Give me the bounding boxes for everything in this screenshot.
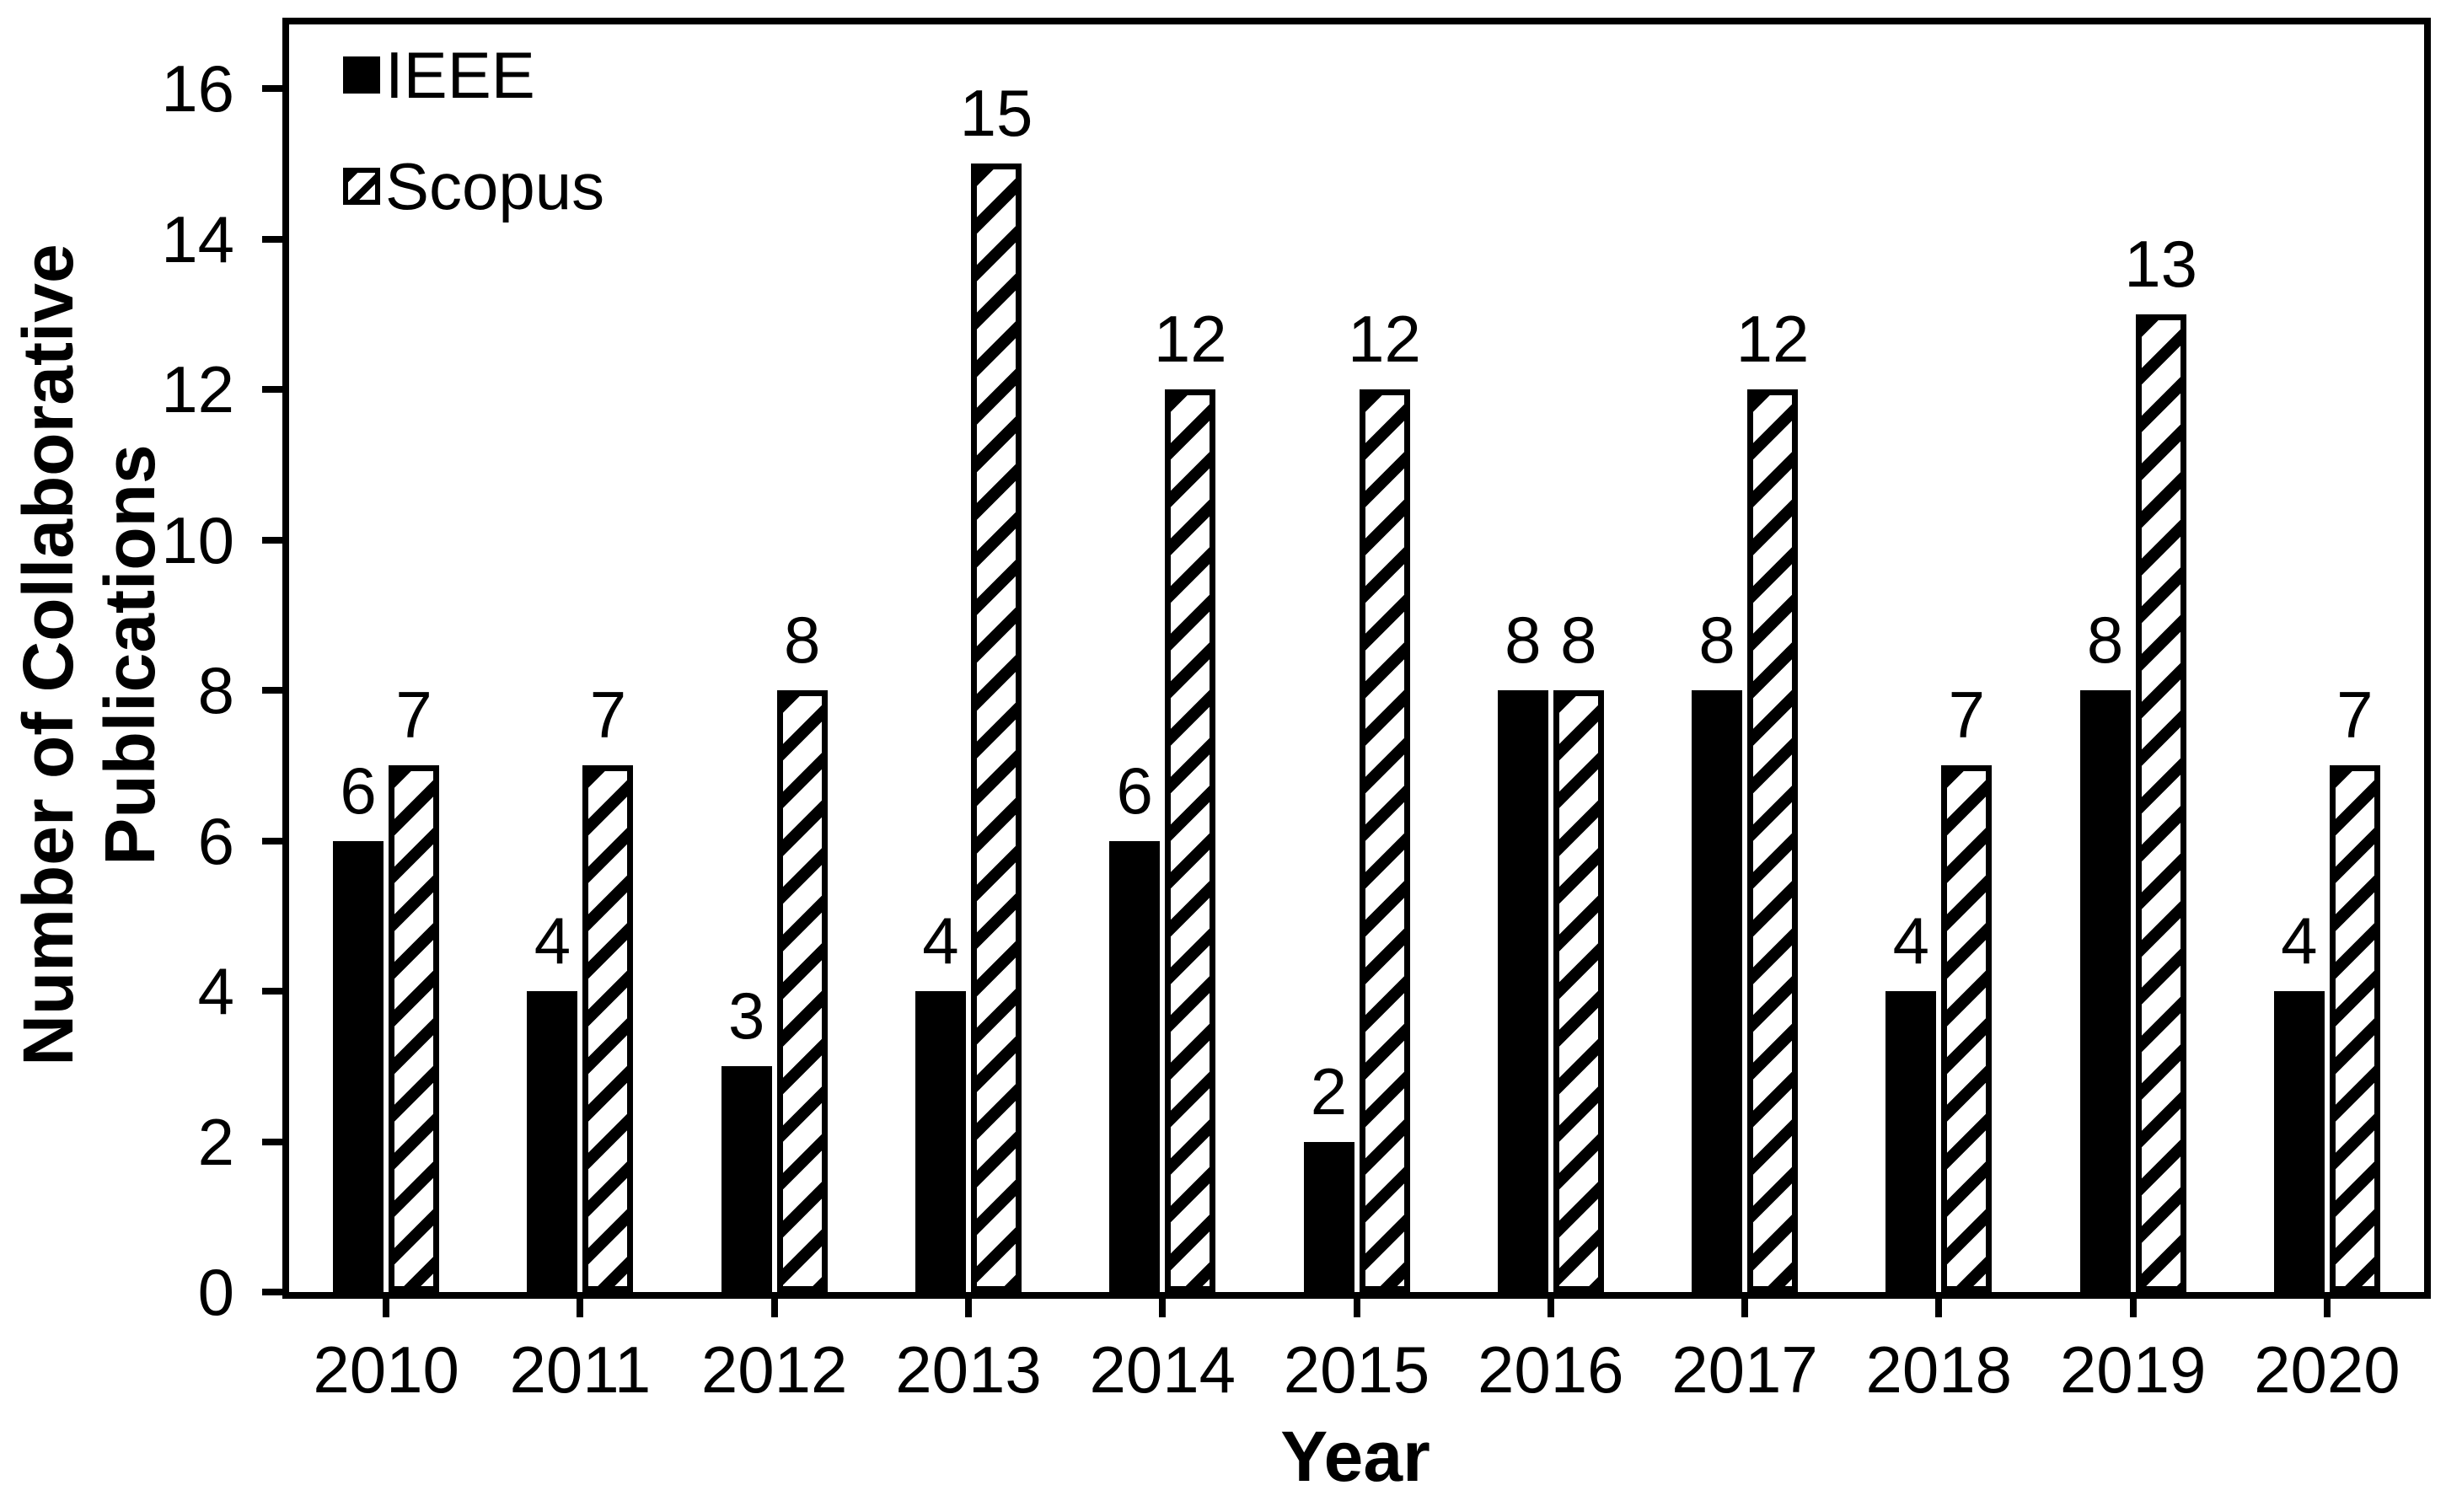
bar-scopus-2012 bbox=[776, 690, 828, 1292]
bar-value-label: 7 bbox=[2336, 678, 2374, 753]
bar-value-label: 4 bbox=[2281, 903, 2318, 978]
y-axis-tick-label: 6 bbox=[197, 803, 234, 878]
bar-value-label: 12 bbox=[1735, 302, 1810, 376]
bar-ieee-2015 bbox=[1303, 1141, 1354, 1292]
bar-value-label: 8 bbox=[1560, 603, 1597, 677]
x-axis-tick bbox=[1741, 1292, 1749, 1317]
y-axis-tick-label: 16 bbox=[161, 51, 234, 126]
legend-item-ieee: IEEE bbox=[343, 36, 535, 114]
x-axis-tick-label: 2010 bbox=[313, 1332, 459, 1407]
x-axis-tick-label: 2015 bbox=[1283, 1332, 1430, 1407]
x-axis-tick-label: 2016 bbox=[1478, 1332, 1624, 1407]
bar-scopus-2019 bbox=[2135, 314, 2186, 1292]
bar-ieee-2018 bbox=[1885, 991, 1937, 1292]
y-axis-tick-label: 0 bbox=[197, 1255, 234, 1329]
x-axis-tick bbox=[1935, 1292, 1943, 1317]
y-axis-title-line1: Number of Collaborative bbox=[8, 244, 88, 1066]
bar-value-label: 12 bbox=[1153, 302, 1227, 376]
bar-scopus-2014 bbox=[1165, 389, 1216, 1292]
y-axis-tick bbox=[262, 687, 289, 694]
bar-ieee-2014 bbox=[1109, 840, 1161, 1292]
x-axis-tick bbox=[1547, 1292, 1554, 1317]
bar-scopus-2013 bbox=[970, 164, 1022, 1292]
bar-ieee-2016 bbox=[1497, 690, 1548, 1292]
x-axis-title: Year bbox=[1280, 1417, 1430, 1496]
y-axis-tick bbox=[262, 837, 289, 844]
bar-scopus-2020 bbox=[2329, 765, 2380, 1292]
x-axis-tick bbox=[2129, 1292, 2137, 1317]
bar-value-label: 3 bbox=[727, 979, 765, 1054]
y-axis-title-line2: Publications bbox=[90, 444, 169, 866]
x-axis-tick-label: 2014 bbox=[1089, 1332, 1236, 1407]
x-axis-tick-label: 2018 bbox=[1865, 1332, 2013, 1407]
bar-value-label: 6 bbox=[340, 753, 377, 828]
legend-label-ieee: IEEE bbox=[385, 38, 535, 112]
y-axis-tick-label: 8 bbox=[197, 653, 234, 727]
y-axis-tick-label: 14 bbox=[161, 201, 234, 276]
bar-scopus-2016 bbox=[1553, 690, 1604, 1292]
bar-value-label: 4 bbox=[1892, 903, 1930, 978]
bar-value-label: 8 bbox=[2086, 603, 2124, 677]
y-axis-tick bbox=[262, 988, 289, 995]
bar-ieee-2012 bbox=[721, 1066, 772, 1292]
bar-value-label: 7 bbox=[1948, 678, 1986, 753]
scopus-hatch-swatch-icon bbox=[343, 168, 380, 205]
bar-value-label: 2 bbox=[1310, 1054, 1348, 1129]
bar-ieee-2010 bbox=[333, 840, 384, 1292]
y-axis-title: Number of Collaborative Publications bbox=[8, 244, 171, 1065]
bar-value-label: 7 bbox=[395, 678, 432, 753]
y-axis-tick-label: 4 bbox=[197, 954, 234, 1028]
y-axis-tick bbox=[262, 235, 289, 243]
y-axis-tick-label: 2 bbox=[197, 1104, 234, 1179]
bar-value-label: 4 bbox=[922, 903, 959, 978]
ieee-solid-swatch-icon bbox=[343, 56, 380, 94]
x-axis-tick bbox=[1159, 1292, 1167, 1317]
bar-value-label: 4 bbox=[534, 903, 571, 978]
x-axis-tick-label: 2017 bbox=[1671, 1332, 1818, 1407]
y-axis-tick bbox=[262, 1289, 289, 1295]
y-axis-tick bbox=[262, 536, 289, 544]
bar-scopus-2015 bbox=[1359, 389, 1410, 1292]
bar-ieee-2013 bbox=[915, 991, 966, 1292]
x-axis-tick bbox=[577, 1292, 584, 1317]
legend-label-scopus: Scopus bbox=[385, 149, 605, 223]
y-axis-tick bbox=[262, 1138, 289, 1145]
bar-ieee-2017 bbox=[1692, 690, 1743, 1292]
bar-value-label: 8 bbox=[1698, 603, 1735, 677]
bar-scopus-2011 bbox=[582, 765, 634, 1292]
legend-item-scopus: Scopus bbox=[343, 147, 604, 225]
bar-value-label: 15 bbox=[959, 76, 1033, 151]
x-axis-tick bbox=[383, 1292, 390, 1317]
bar-scopus-2010 bbox=[389, 765, 440, 1292]
y-axis-tick bbox=[262, 85, 289, 92]
y-axis-tick-label: 10 bbox=[161, 502, 234, 577]
bar-scopus-2018 bbox=[1941, 765, 1993, 1292]
x-axis-tick bbox=[2323, 1292, 2331, 1317]
bar-value-label: 12 bbox=[1348, 302, 1421, 376]
x-axis-tick-label: 2013 bbox=[895, 1332, 1042, 1407]
y-axis-tick bbox=[262, 386, 289, 393]
x-axis-tick bbox=[1353, 1292, 1360, 1317]
x-axis-tick-label: 2019 bbox=[2059, 1332, 2207, 1407]
bar-value-label: 13 bbox=[2124, 226, 2197, 301]
x-axis-tick bbox=[770, 1292, 778, 1317]
bar-ieee-2020 bbox=[2273, 991, 2325, 1292]
x-axis-tick bbox=[964, 1292, 972, 1317]
bar-scopus-2017 bbox=[1747, 389, 1799, 1292]
bar-value-label: 8 bbox=[783, 603, 821, 677]
x-axis-tick-label: 2012 bbox=[700, 1332, 848, 1407]
bar-value-label: 6 bbox=[1116, 753, 1153, 828]
plot-area bbox=[282, 18, 2431, 1299]
x-axis-tick-label: 2020 bbox=[2254, 1332, 2400, 1407]
x-axis-tick-label: 2011 bbox=[509, 1332, 652, 1407]
bar-ieee-2011 bbox=[527, 991, 578, 1292]
bar-ieee-2019 bbox=[2079, 690, 2131, 1292]
y-axis-tick-label: 12 bbox=[161, 352, 234, 426]
bar-value-label: 8 bbox=[1505, 603, 1542, 677]
bar-value-label: 7 bbox=[589, 678, 627, 753]
